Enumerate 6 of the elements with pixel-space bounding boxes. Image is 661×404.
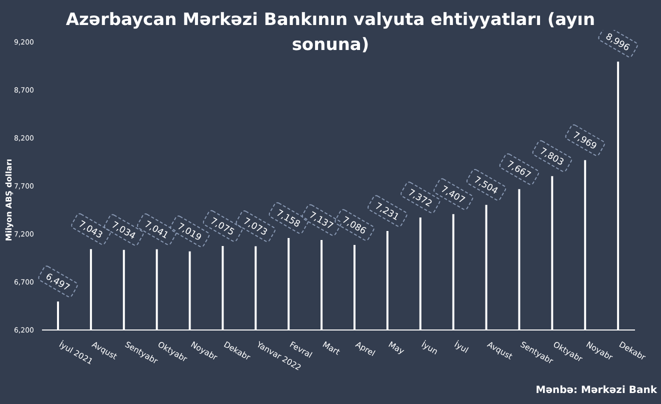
chart-title: Azərbaycan Mərkəzi Bankının valyuta ehtiyyatları (ayın sonuna): [64, 9, 596, 57]
text: Mənbə: Mərkəzi Bank: [536, 385, 657, 396]
y-axis-title: Milyon ABŞ dolları: [4, 158, 14, 242]
x-tick-label: May: [386, 340, 406, 356]
x-tick-label: İyul: [452, 339, 470, 355]
x-tick-label: Mart: [321, 340, 342, 357]
